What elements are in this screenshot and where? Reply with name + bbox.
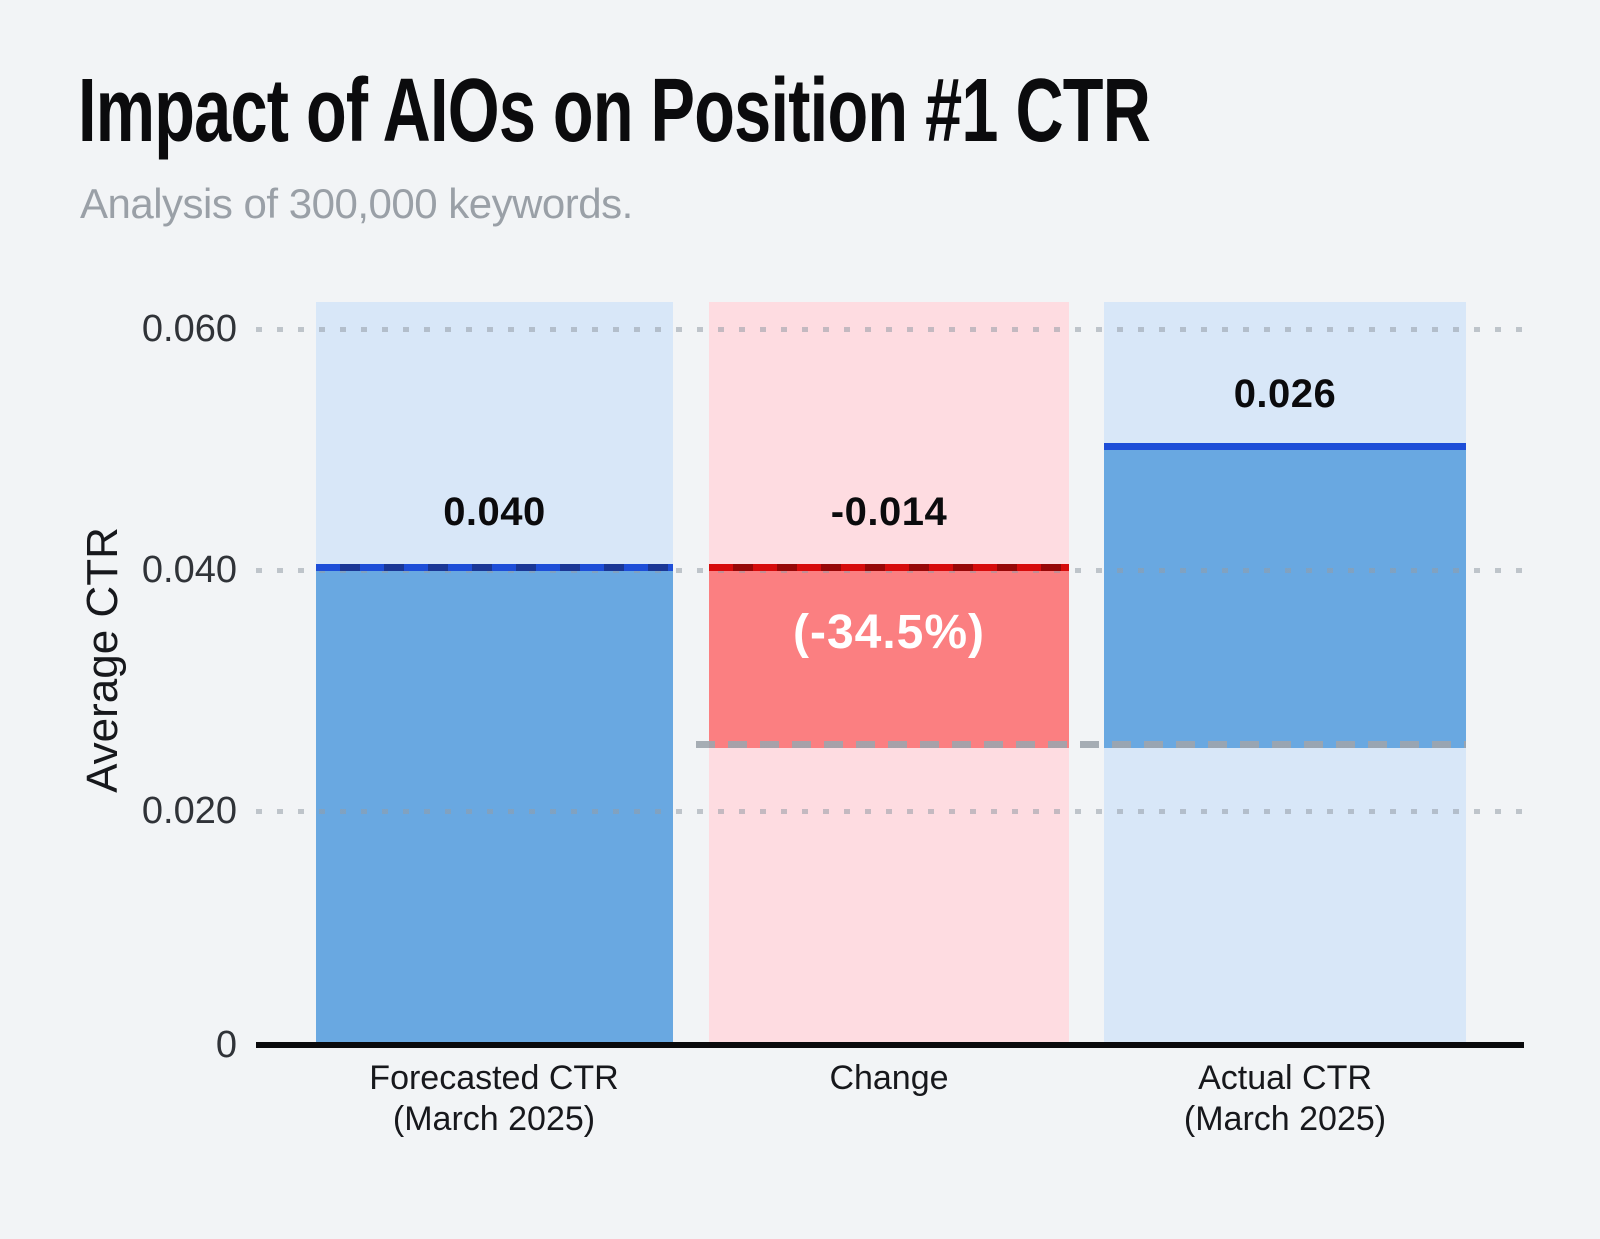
- x-label-change-line1: Change: [829, 1059, 949, 1097]
- x-label-actual-line1: Actual CTR: [1198, 1059, 1372, 1097]
- change-level-dashed-line: [709, 564, 1069, 571]
- x-label-change: Change: [689, 1058, 1089, 1099]
- actual-value-label: 0.026: [1233, 372, 1337, 416]
- x-label-forecast: Forecasted CTR (March 2025): [294, 1058, 694, 1140]
- change-percent-label: (-34.5%): [792, 606, 986, 659]
- x-axis-baseline: [256, 1042, 1524, 1048]
- actual-level-solid-line: [1104, 443, 1466, 450]
- forecast-bar-fill: [316, 570, 673, 1042]
- gridline-0-020: [256, 809, 1528, 814]
- y-tick-0-020: 0.020: [141, 790, 237, 832]
- x-label-forecast-line1: Forecasted CTR: [369, 1059, 619, 1097]
- actual-level-connector-dashes: [696, 741, 1466, 748]
- y-tick-0: 0: [215, 1024, 237, 1066]
- x-label-actual-line2: (March 2025): [1183, 1100, 1387, 1138]
- change-value-label: -0.014: [830, 490, 948, 534]
- x-label-forecast-line2: (March 2025): [392, 1100, 596, 1138]
- y-tick-0-040: 0.040: [141, 549, 237, 591]
- forecast-level-dashed-line: [316, 564, 673, 571]
- actual-bar-fill: [1104, 449, 1466, 748]
- gridline-0-060: [256, 327, 1528, 332]
- page-title: Impact of AIOs on Position #1 CTR: [78, 61, 1151, 161]
- x-label-actual: Actual CTR (March 2025): [1085, 1058, 1485, 1140]
- page-subtitle: Analysis of 300,000 keywords.: [80, 180, 633, 227]
- change-bar-fill: [709, 570, 1069, 748]
- y-tick-0-060: 0.060: [141, 308, 237, 350]
- forecast-value-label: 0.040: [443, 490, 546, 534]
